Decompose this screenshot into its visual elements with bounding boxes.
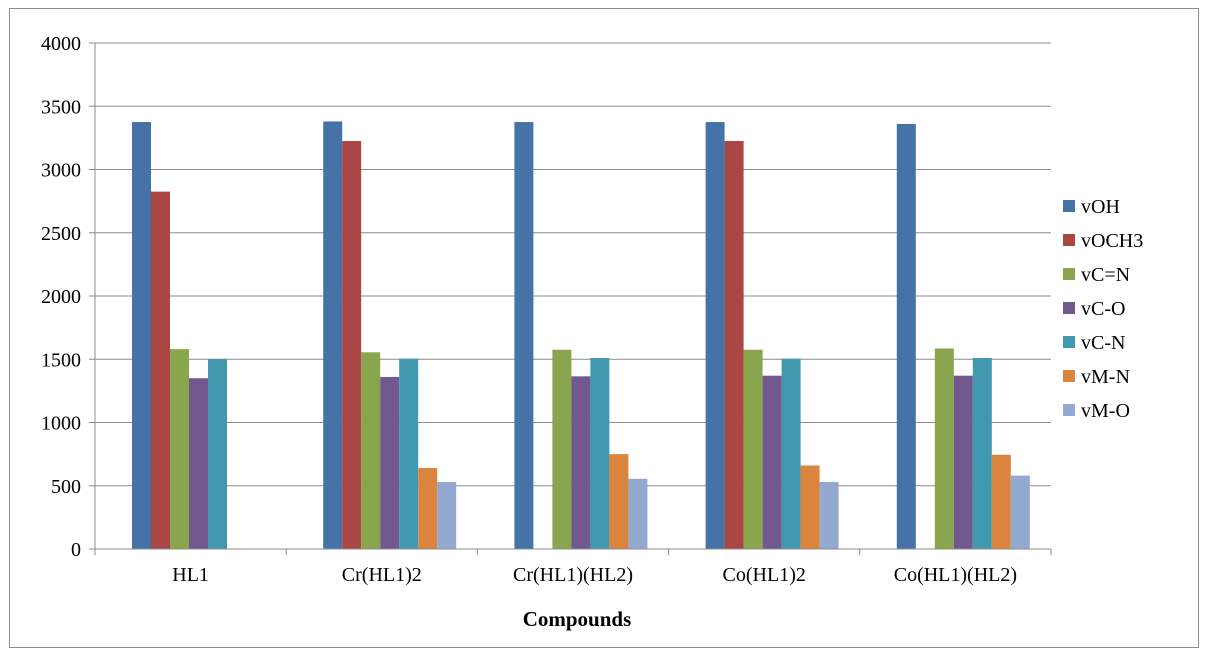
x-category-label: Co(HL1)(HL2) xyxy=(894,564,1017,586)
y-tick-label: 1500 xyxy=(41,349,81,371)
bar-vOH xyxy=(705,122,725,549)
x-category-label: HL1 xyxy=(172,564,209,586)
legend-label: vC-N xyxy=(1081,332,1125,354)
bar-vC=N xyxy=(743,349,763,549)
bar-vC-O xyxy=(189,378,208,549)
bar-vOH xyxy=(323,121,343,550)
legend-swatch-vC-O xyxy=(1063,302,1075,314)
bar-vC-O xyxy=(571,376,591,549)
bar-vOH xyxy=(896,123,916,550)
bar-vC=N xyxy=(361,352,381,549)
bar-vC=N xyxy=(934,348,954,549)
bar-vOCH3 xyxy=(151,191,170,549)
x-category-label: Cr(HL1)2 xyxy=(342,564,422,586)
y-tick-label: 4000 xyxy=(41,33,81,55)
legend: vOH vOCH3 vC=N vC-O vC-N vM-N vM-O xyxy=(1063,196,1143,422)
axes xyxy=(94,43,1051,550)
y-tick-label: 0 xyxy=(71,539,81,561)
bar-vC-O xyxy=(762,375,782,549)
bar-vC-N xyxy=(781,358,801,549)
legend-label: vC-O xyxy=(1081,298,1125,320)
y-tick-label: 1000 xyxy=(41,413,81,435)
legend-swatch-vC-N xyxy=(1063,336,1075,348)
y-tick-label: 2500 xyxy=(41,223,81,245)
x-category-label: Cr(HL1)(HL2) xyxy=(513,564,633,586)
legend-swatch-vOCH3 xyxy=(1063,234,1075,246)
legend-swatch-vOH xyxy=(1063,200,1075,212)
bar-vM-N xyxy=(800,465,820,549)
bar-vM-O xyxy=(1010,475,1030,549)
x-category-label: Co(HL1)2 xyxy=(723,564,806,586)
bar-vM-O xyxy=(437,481,457,549)
legend-swatch-vC=N xyxy=(1063,268,1075,280)
legend-swatch-vM-O xyxy=(1063,404,1075,416)
legend-label: vOCH3 xyxy=(1081,230,1143,252)
bars xyxy=(132,121,1030,550)
y-tick-label: 500 xyxy=(51,476,81,498)
legend-label: vOH xyxy=(1081,196,1120,218)
bar-vOCH3 xyxy=(724,141,744,549)
bar-vOCH3 xyxy=(342,141,362,549)
bar-vOH xyxy=(132,122,151,549)
bar-vM-N xyxy=(418,468,438,549)
bar-vM-N xyxy=(609,454,629,549)
bar-vC=N xyxy=(552,349,572,549)
legend-label: vM-N xyxy=(1081,366,1130,388)
bar-vC-O xyxy=(953,375,973,549)
x-axis-categories: HL1 Cr(HL1)2 Cr(HL1)(HL2) Co(HL1)2 Co(HL1)(H… xyxy=(94,549,1052,586)
y-tick-label: 3500 xyxy=(41,96,81,118)
y-tick-label: 2000 xyxy=(41,286,81,308)
bar-vC-O xyxy=(380,376,400,549)
bar-vM-O xyxy=(628,478,648,549)
bar-vC-N xyxy=(972,357,992,549)
bar-vM-O xyxy=(819,481,839,549)
bar-vC=N xyxy=(170,349,189,549)
bar-vM-N xyxy=(991,454,1011,549)
x-axis-title: Compounds xyxy=(523,607,632,631)
bar-vC-N xyxy=(590,357,610,549)
gridlines xyxy=(95,42,1051,487)
bar-vC-N xyxy=(208,359,227,549)
legend-swatch-vM-N xyxy=(1063,370,1075,382)
y-tick-label: 3000 xyxy=(41,160,81,182)
y-axis-ticks: 0 500 1000 1500 2000 2500 3000 3500 4000 xyxy=(41,33,95,561)
legend-label: vM-O xyxy=(1081,400,1130,422)
legend-label: vC=N xyxy=(1081,264,1130,286)
bar-vOH xyxy=(514,122,534,549)
bar-vC-N xyxy=(399,358,419,549)
